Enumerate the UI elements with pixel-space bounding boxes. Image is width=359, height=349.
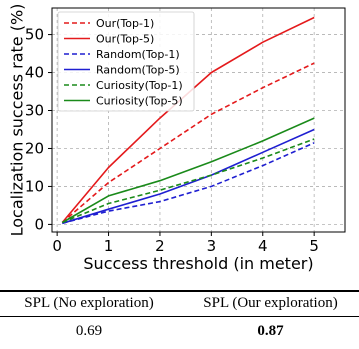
table-header-our-exploration: SPL (Our exploration)	[203, 295, 338, 311]
y-tick-label: 40	[25, 64, 44, 82]
series-lines	[61, 16, 315, 225]
legend-label: Our(Top-5)	[96, 33, 154, 46]
series-line-random-top-1	[62, 142, 315, 225]
x-tick-label: 3	[207, 237, 217, 255]
series-line-our-top-1	[61, 62, 315, 224]
x-tick-label: 5	[309, 237, 319, 255]
x-tick-label: 2	[155, 237, 165, 255]
y-tick-label: 20	[25, 139, 44, 157]
legend-label: Curiosity(Top-5)	[96, 95, 183, 108]
legend-label: Our(Top-1)	[96, 17, 154, 30]
legend-label: Curiosity(Top-1)	[96, 79, 183, 92]
table-header-no-exploration: SPL (No exploration)	[24, 295, 154, 311]
y-tick-label: 30	[25, 102, 44, 120]
legend-box	[57, 11, 195, 112]
table-value-no-exploration: 0.69	[75, 323, 103, 339]
table-header-rule	[0, 316, 359, 317]
table-value-our-exploration: 0.87	[257, 323, 284, 339]
legend-label: Random(Top-1)	[96, 48, 180, 61]
y-tick-label: 10	[25, 177, 44, 195]
x-tick-label: 1	[104, 237, 114, 255]
y-tick-label: 0	[34, 215, 44, 233]
y-axis-label: Localization success rate (%)	[8, 4, 27, 237]
y-tick-label: 50	[25, 26, 44, 44]
table-top-rule	[0, 290, 359, 292]
plot-frame	[51, 7, 346, 233]
x-axis-label: Success threshold (in meter)	[83, 254, 313, 273]
series-line-curiosity-top-5	[61, 117, 315, 224]
x-tick-label: 4	[258, 237, 268, 255]
series-line-random-top-5	[62, 128, 315, 225]
legend: Our(Top-1) Our(Top-5) Random(Top-1) Random(…	[57, 11, 195, 112]
x-tick-label: 0	[52, 237, 62, 255]
legend-label: Random(Top-5)	[96, 64, 180, 77]
series-line-curiosity-top-1	[61, 138, 315, 224]
spl-table: SPL (No exploration) SPL (Our exploratio…	[0, 279, 359, 349]
